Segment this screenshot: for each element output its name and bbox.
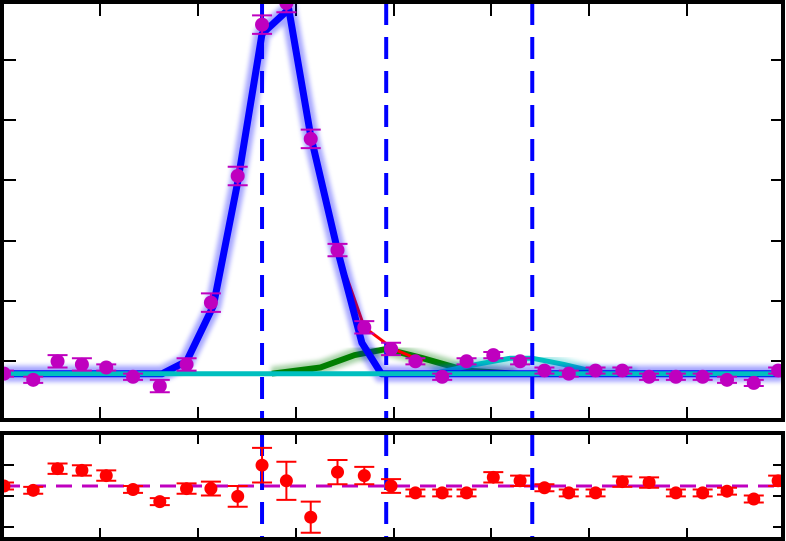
residual-point <box>384 479 398 493</box>
main-panel <box>0 0 785 422</box>
residual-point <box>513 474 527 488</box>
data-point <box>771 363 783 378</box>
data-point <box>179 357 194 372</box>
residual-point <box>126 482 140 496</box>
residual-panel <box>0 431 785 541</box>
data-point <box>668 369 683 384</box>
residual-point <box>75 463 89 477</box>
residual-point <box>562 486 576 500</box>
data-point <box>4 366 11 381</box>
data-point <box>26 372 41 387</box>
data-point <box>615 363 630 378</box>
data-point <box>513 354 528 369</box>
residual-point <box>204 482 218 496</box>
main-plot-area <box>4 3 783 420</box>
data-point <box>720 372 735 387</box>
data-point <box>459 354 474 369</box>
data-point <box>203 295 218 310</box>
residual-point <box>357 469 371 483</box>
residual-point <box>669 486 683 500</box>
residual-point <box>304 510 318 524</box>
residual-point <box>153 495 167 509</box>
data-point <box>50 354 65 369</box>
residual-point <box>51 462 65 476</box>
residual-point <box>279 474 293 488</box>
residual-axes-frame <box>0 431 785 541</box>
residual-point <box>231 489 245 503</box>
residual-point <box>435 486 449 500</box>
residual-point <box>537 481 551 495</box>
data-point <box>279 3 294 10</box>
data-point <box>152 379 167 394</box>
data-point <box>746 375 761 390</box>
residual-point <box>99 469 113 483</box>
data-point <box>408 354 423 369</box>
data-point <box>642 369 657 384</box>
data-point <box>561 366 576 381</box>
residual-point <box>747 492 761 506</box>
data-point <box>99 360 114 375</box>
residual-point <box>696 486 710 500</box>
residual-point <box>589 486 603 500</box>
residual-point <box>180 482 194 496</box>
residual-point <box>408 486 422 500</box>
residual-point <box>331 465 345 479</box>
residual-point <box>642 476 656 490</box>
data-point <box>588 363 603 378</box>
residual-point <box>255 458 269 472</box>
data-point <box>230 168 245 183</box>
data-point <box>74 357 89 372</box>
data-point <box>330 243 345 258</box>
residual-plot-area <box>4 434 783 538</box>
residual-point <box>26 483 40 497</box>
data-point <box>435 369 450 384</box>
main-axis-ticks <box>4 3 783 420</box>
data-point <box>384 341 399 356</box>
data-point <box>303 131 318 146</box>
residual-point <box>4 479 11 493</box>
data-point <box>695 369 710 384</box>
residual-point <box>615 475 629 489</box>
residual-point <box>720 484 734 498</box>
data-point <box>537 363 552 378</box>
residual-point <box>771 474 783 488</box>
main-axes-frame <box>0 0 785 422</box>
residual-point <box>460 486 474 500</box>
data-point <box>357 320 372 335</box>
data-point <box>126 369 141 384</box>
residual-point <box>486 470 500 484</box>
data-point <box>255 17 270 32</box>
data-point <box>486 348 501 363</box>
